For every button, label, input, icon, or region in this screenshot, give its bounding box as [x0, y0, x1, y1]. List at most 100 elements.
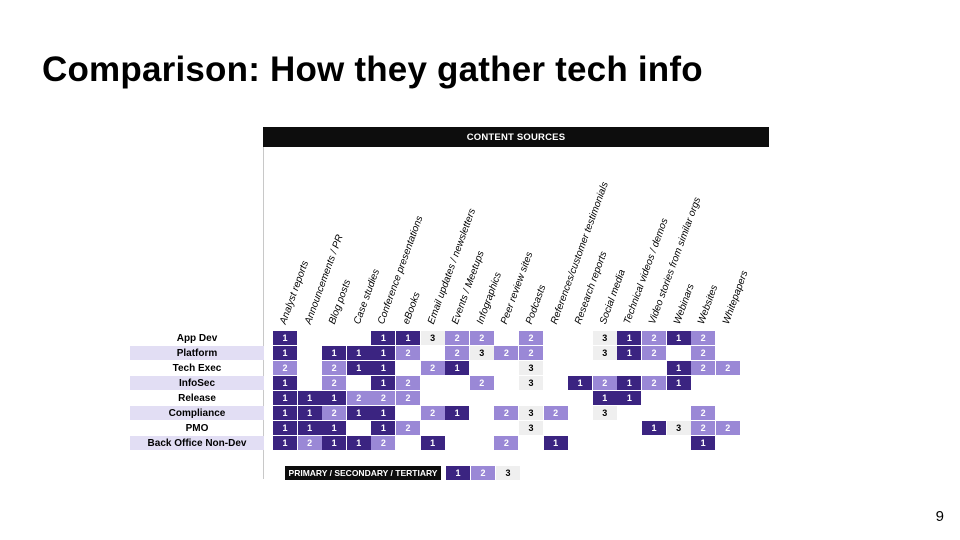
matrix-cell: 2	[592, 376, 617, 390]
matrix-cell: 2	[469, 331, 494, 345]
matrix-cell: 1	[666, 376, 691, 390]
matrix-cell: 1	[371, 421, 396, 435]
matrix-cell: 3	[666, 421, 691, 435]
legend-swatch: 3	[496, 466, 520, 480]
legend-swatch: 2	[471, 466, 495, 480]
matrix-cell: 1	[322, 346, 347, 360]
column-label: Blog posts	[327, 278, 354, 326]
legend-label: PRIMARY / SECONDARY / TERTIARY	[285, 466, 441, 480]
matrix-cell: 1	[273, 346, 297, 360]
matrix-cell: 2	[420, 361, 445, 375]
matrix-cell: 1	[346, 346, 371, 360]
matrix-cell: 2	[469, 376, 494, 390]
matrix-cell: 1	[297, 421, 322, 435]
matrix-cell: 3	[592, 406, 617, 420]
matrix-cell: 3	[519, 376, 543, 390]
matrix-cell: 3	[592, 331, 617, 345]
matrix-cell: 1	[371, 361, 396, 375]
matrix-cell: 1	[666, 361, 691, 375]
matrix-cell: 1	[273, 421, 297, 435]
page-number: 9	[935, 508, 944, 525]
matrix-cell: 1	[617, 331, 642, 345]
matrix-cell: 1	[371, 331, 396, 345]
matrix-cell: 1	[273, 391, 297, 405]
matrix-cell: 1	[273, 376, 297, 390]
matrix-cell: 2	[322, 376, 347, 390]
matrix-cell: 1	[346, 436, 371, 450]
matrix-cell: 2	[519, 331, 543, 345]
column-label: Websites	[696, 283, 721, 326]
matrix-cell: 2	[396, 421, 420, 435]
matrix-cell: 2	[322, 361, 347, 375]
figure-header: CONTENT SOURCES	[263, 127, 769, 147]
matrix-cell: 1	[617, 376, 642, 390]
matrix-cell: 1	[371, 346, 396, 360]
matrix-cell: 1	[543, 436, 568, 450]
matrix-cell: 1	[371, 406, 396, 420]
matrix-cell: 2	[691, 406, 716, 420]
matrix-cell: 1	[322, 436, 347, 450]
matrix-cell: 2	[322, 406, 347, 420]
column-label: Whitepapers	[720, 269, 751, 326]
matrix-cell: 2	[691, 361, 716, 375]
matrix-cell: 2	[642, 346, 666, 360]
matrix-cell: 2	[396, 391, 420, 405]
matrix-cell: 2	[691, 421, 716, 435]
matrix-cell: 1	[617, 346, 642, 360]
row-label: Back Office Non-Dev	[130, 436, 264, 450]
matrix-cell: 2	[494, 346, 519, 360]
row-label: App Dev	[176, 332, 218, 344]
column-label: Podcasts	[524, 283, 549, 326]
matrix-cell: 3	[420, 331, 445, 345]
column-label: Technical videos / demos	[622, 216, 672, 326]
matrix-cell: 1	[420, 436, 445, 450]
row-label: Tech Exec	[172, 362, 222, 374]
matrix-cell: 3	[469, 346, 494, 360]
matrix-cell: 1	[322, 421, 347, 435]
matrix-cell: 2	[445, 331, 470, 345]
row-label: Compliance	[130, 406, 264, 420]
matrix-cell: 2	[346, 391, 371, 405]
matrix-cell: 2	[642, 376, 666, 390]
legend-swatch: 1	[446, 466, 470, 480]
matrix-cell: 2	[715, 421, 740, 435]
matrix-cell: 2	[519, 346, 543, 360]
matrix-cell: 1	[445, 406, 470, 420]
matrix-cell: 1	[346, 406, 371, 420]
column-label: eBooks	[401, 290, 423, 326]
row-label: Release	[178, 392, 216, 404]
matrix-cell: 1	[297, 406, 322, 420]
matrix-cell: 3	[592, 346, 617, 360]
matrix-cell: 2	[543, 406, 568, 420]
matrix-cell: 3	[519, 361, 543, 375]
column-label: Conference presentations	[376, 214, 426, 326]
matrix-cell: 1	[568, 376, 593, 390]
figure-divider	[263, 147, 264, 479]
matrix-cell: 2	[371, 391, 396, 405]
row-label: InfoSec	[130, 376, 264, 390]
matrix-cell: 1	[322, 391, 347, 405]
matrix-cell: 1	[273, 436, 297, 450]
column-label: Webinars	[671, 282, 697, 326]
matrix-cell: 1	[642, 421, 666, 435]
matrix-cell: 2	[396, 346, 420, 360]
content-sources-figure: CONTENT SOURCES PRIMARY / SECONDARY / TE…	[130, 126, 770, 486]
matrix-cell: 1	[346, 361, 371, 375]
row-label: PMO	[185, 422, 209, 434]
matrix-cell: 2	[691, 346, 716, 360]
matrix-cell: 2	[642, 331, 666, 345]
matrix-cell: 2	[420, 406, 445, 420]
matrix-cell: 2	[715, 361, 740, 375]
row-label: Platform	[130, 346, 264, 360]
matrix-cell: 2	[371, 436, 396, 450]
matrix-cell: 1	[396, 331, 420, 345]
matrix-cell: 2	[273, 361, 297, 375]
slide-title: Comparison: How they gather tech info	[42, 50, 703, 89]
matrix-cell: 2	[297, 436, 322, 450]
matrix-cell: 2	[396, 376, 420, 390]
matrix-cell: 1	[273, 331, 297, 345]
matrix-cell: 1	[691, 436, 716, 450]
matrix-cell: 1	[371, 376, 396, 390]
matrix-cell: 3	[519, 421, 543, 435]
matrix-cell: 2	[691, 331, 716, 345]
